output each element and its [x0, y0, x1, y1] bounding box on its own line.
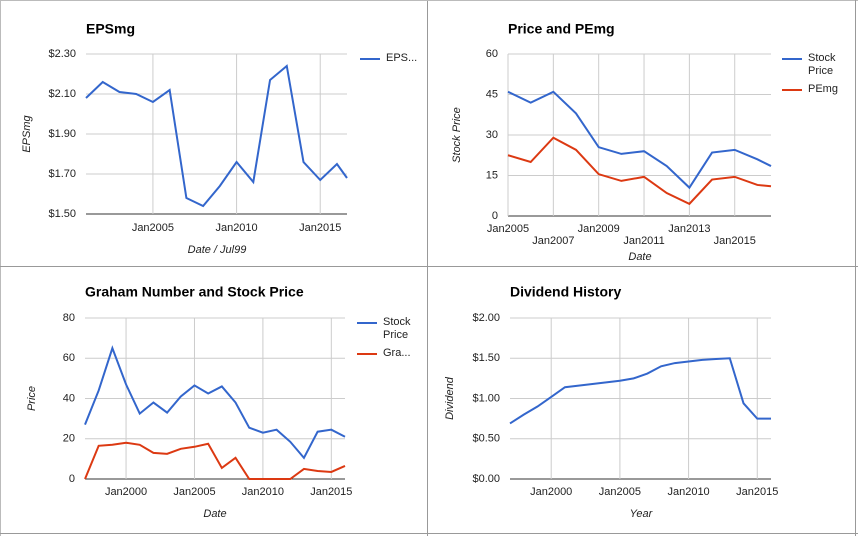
legend-entry: EPS...: [386, 52, 418, 64]
y-tick-label: 60: [63, 352, 75, 364]
y-tick-label: 30: [486, 129, 498, 141]
legend-label: Stock Price: [808, 52, 836, 77]
y-tick-label: $1.90: [48, 128, 76, 140]
x-axis-title: Date: [203, 508, 226, 520]
series-line: [507, 90, 772, 190]
series-line: [507, 136, 772, 206]
chart-title: EPSmg: [86, 21, 135, 37]
y-tick-label: $0.00: [472, 473, 500, 485]
y-axis-title: Dividend: [444, 376, 456, 420]
x-tick-label: Jan2000: [105, 486, 147, 498]
x-tick-label: Jan2005: [173, 486, 215, 498]
series-line: [509, 357, 771, 425]
x-axis-title: Date: [628, 251, 651, 263]
chart-title: Graham Number and Stock Price: [85, 284, 304, 300]
x-tick-label: Jan2005: [487, 223, 529, 235]
legend-entry: Stock Price: [808, 52, 836, 77]
x-tick-label: Jan2015: [714, 235, 756, 247]
y-tick-label: 60: [486, 48, 498, 60]
y-tick-label: 80: [63, 312, 75, 324]
y-tick-label: 20: [63, 433, 75, 445]
x-tick-label: Jan2015: [736, 486, 778, 498]
legend-label: PEmg: [808, 83, 838, 95]
y-tick-label: $1.00: [472, 392, 500, 404]
y-tick-label: 15: [486, 169, 498, 181]
legend-entry: Stock Price: [383, 316, 411, 341]
y-axis-title: Stock Price: [451, 107, 463, 163]
chart-title: Dividend History: [510, 284, 621, 300]
legend-label: Stock Price: [383, 316, 411, 341]
x-axis-title: Year: [630, 508, 654, 520]
series-line: [84, 345, 346, 460]
legend-label: EPS...: [386, 52, 418, 64]
y-tick-label: $1.50: [48, 208, 76, 220]
x-tick-label: Jan2007: [532, 235, 574, 247]
x-tick-label: Jan2005: [599, 486, 641, 498]
series-line: [85, 64, 348, 208]
x-tick-label: Jan2005: [132, 222, 174, 234]
chart-title: Price and PEmg: [508, 21, 615, 37]
y-axis-title: EPSmg: [21, 114, 33, 152]
legend-entry: Gra...: [383, 347, 411, 359]
x-axis-title: Date / Jul99: [188, 244, 247, 256]
x-tick-label: Jan2013: [668, 223, 710, 235]
x-tick-label: Jan2015: [310, 486, 352, 498]
x-tick-label: Jan2010: [242, 486, 284, 498]
legend-entry: PEmg: [808, 83, 838, 95]
y-tick-label: $2.00: [472, 312, 500, 324]
x-tick-label: Jan2009: [578, 223, 620, 235]
y-tick-label: $0.50: [472, 433, 500, 445]
y-tick-label: 0: [69, 473, 75, 485]
y-tick-label: $2.10: [48, 88, 76, 100]
y-tick-label: $1.50: [472, 352, 500, 364]
x-tick-label: Jan2011: [623, 235, 664, 247]
y-tick-label: 0: [492, 210, 498, 222]
series-line: [84, 441, 346, 480]
x-tick-label: Jan2010: [667, 486, 709, 498]
legend-label: Gra...: [383, 347, 411, 359]
y-tick-label: $2.30: [48, 48, 76, 60]
y-axis-title: Price: [26, 386, 38, 411]
x-tick-label: Jan2010: [215, 222, 257, 234]
x-tick-label: Jan2000: [530, 486, 572, 498]
y-tick-label: 40: [63, 392, 75, 404]
y-tick-label: $1.70: [48, 168, 76, 180]
y-tick-label: 45: [486, 88, 498, 100]
x-tick-label: Jan2015: [299, 222, 341, 234]
